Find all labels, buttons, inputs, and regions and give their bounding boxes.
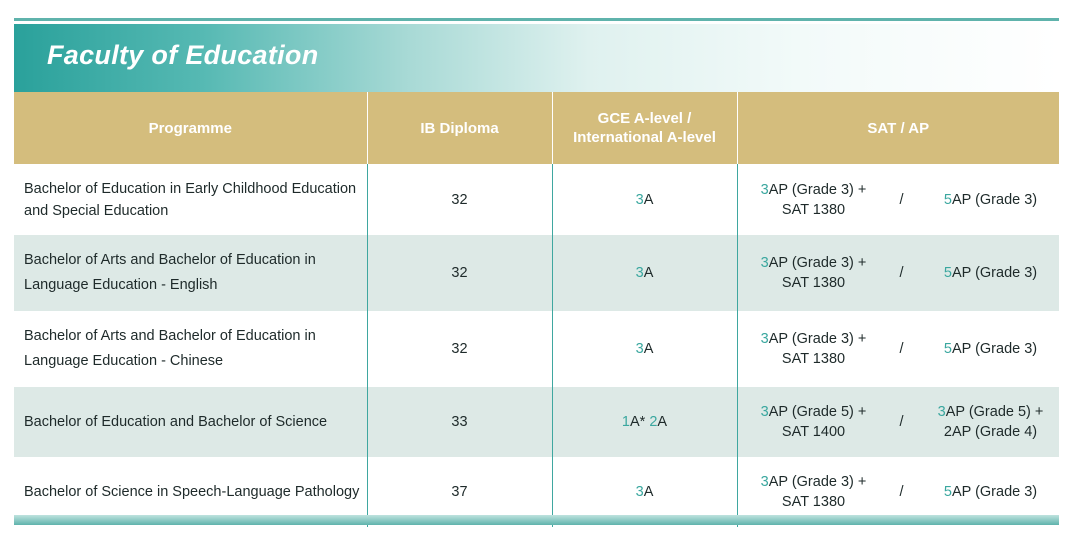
ib-score-cell: 32 — [366, 311, 552, 387]
sat-option-a: 3AP (Grade 3) + SAT 1380 — [739, 253, 889, 293]
ib-score-cell: 32 — [366, 164, 552, 235]
sat-ap-cell: 3AP (Grade 3) + SAT 1380 / 5AP (Grade 3) — [736, 164, 1059, 235]
sat-a-count: 3 — [760, 331, 769, 347]
sat-b-line1: AP (Grade 3) — [951, 265, 1038, 281]
option-separator: / — [899, 341, 904, 357]
top-rule — [14, 18, 1059, 21]
gce-grade: A — [643, 191, 654, 208]
sat-a-line1: AP (Grade 5) + — [768, 404, 867, 420]
sat-a-line2: SAT 1400 — [781, 424, 846, 440]
sat-a-line1: AP (Grade 3) + — [768, 255, 867, 271]
gce-count: 3 — [635, 341, 644, 357]
programme-name-line1: Bachelor of Science in Speech-Language P… — [24, 484, 360, 500]
header-gce-a-level: GCE A-level / International A-level — [551, 92, 737, 164]
faculty-header-band: Faculty of Education — [14, 24, 1059, 92]
sat-b-count: 5 — [943, 341, 952, 357]
gce-cell: 1A* 2A — [551, 387, 737, 457]
sat-option-a: 3AP (Grade 3) + SAT 1380 — [739, 472, 889, 512]
sat-a-count: 3 — [760, 181, 769, 198]
sat-a-line2: SAT 1380 — [781, 275, 846, 291]
sat-option-b: 3AP (Grade 5) + 2AP (Grade 4) — [927, 402, 1055, 442]
gce-grade: A — [643, 265, 654, 281]
sat-b-count: 5 — [943, 484, 952, 500]
table-row: Bachelor of Arts and Bachelor of Educati… — [14, 311, 1059, 387]
programme-name-line1: Bachelor of Arts and Bachelor of Educati… — [24, 328, 316, 344]
programme-name-line1: Bachelor of Education in Early Childhood… — [24, 180, 357, 197]
option-separator: / — [899, 484, 904, 500]
header-programme: Programme — [14, 92, 367, 164]
gce-count: 3 — [635, 265, 644, 281]
sat-option-b: 5AP (Grade 3) — [927, 482, 1055, 502]
option-separator: / — [899, 191, 904, 208]
sat-option-b: 5AP (Grade 3) — [927, 339, 1055, 359]
sat-a-line1: AP (Grade 3) + — [768, 331, 867, 347]
sat-a-count: 3 — [760, 404, 769, 420]
sat-b-count: 5 — [943, 265, 952, 281]
programme-name-line2: Language Education - Chinese — [24, 353, 224, 369]
option-separator: / — [899, 414, 904, 430]
gce-grade: A — [643, 484, 654, 500]
header-sat-ap: SAT / AP — [736, 92, 1059, 164]
programme-name-line1: Bachelor of Arts and Bachelor of Educati… — [24, 252, 316, 268]
table-row: Bachelor of Education in Early Childhood… — [14, 164, 1059, 235]
sat-a-line1: AP (Grade 3) + — [768, 474, 867, 490]
programme-cell: Bachelor of Education in Early Childhood… — [14, 164, 367, 235]
programme-name-line2: and Special Education — [24, 202, 169, 219]
gce-count-2: 2 — [649, 414, 658, 430]
sat-b-line1: AP (Grade 3) — [951, 191, 1038, 208]
table-row: Bachelor of Education and Bachelor of Sc… — [14, 387, 1059, 457]
sat-a-count: 3 — [760, 255, 769, 271]
sat-b-line1: AP (Grade 3) — [951, 341, 1038, 357]
sat-option-a: 3AP (Grade 3) + SAT 1380 — [739, 329, 889, 369]
sat-a-line2: SAT 1380 — [781, 201, 846, 218]
sat-ap-cell: 3AP (Grade 5) + SAT 1400 / 3AP (Grade 5)… — [736, 387, 1059, 457]
gce-grade: A — [643, 341, 654, 357]
gce-count: 1 — [621, 414, 630, 430]
programme-cell: Bachelor of Arts and Bachelor of Educati… — [14, 235, 367, 311]
gce-cell: 3A — [551, 311, 737, 387]
page-title: Faculty of Education — [47, 40, 319, 70]
gce-cell: 3A — [551, 164, 737, 235]
sat-ap-cell: 3AP (Grade 3) + SAT 1380 / 5AP (Grade 3) — [736, 311, 1059, 387]
header-ib-diploma: IB Diploma — [366, 92, 552, 164]
programme-name-line1: Bachelor of Education and Bachelor of Sc… — [24, 414, 328, 430]
sat-ap-cell: 3AP (Grade 3) + SAT 1380 / 5AP (Grade 3) — [736, 235, 1059, 311]
programme-cell: Bachelor of Arts and Bachelor of Educati… — [14, 311, 367, 387]
option-separator: / — [899, 265, 904, 281]
gce-grade-2: A — [657, 414, 668, 430]
programme-name-line2: Language Education - English — [24, 277, 218, 293]
header-gce-line2: International A-level — [573, 129, 716, 146]
table-row: Bachelor of Arts and Bachelor of Educati… — [14, 235, 1059, 311]
bottom-rule — [14, 515, 1059, 525]
sat-option-b: 5AP (Grade 3) — [927, 190, 1055, 210]
ib-score-cell: 32 — [366, 235, 552, 311]
ib-score-cell: 33 — [366, 387, 552, 457]
sat-a-line2: SAT 1380 — [781, 494, 846, 510]
gce-count: 3 — [635, 191, 644, 208]
sat-b-line1: AP (Grade 5) + — [945, 404, 1044, 420]
gce-grade: A* — [629, 414, 650, 430]
programme-cell: Bachelor of Education and Bachelor of Sc… — [14, 387, 367, 457]
gce-cell: 3A — [551, 235, 737, 311]
sat-b-count: 3 — [937, 404, 946, 420]
sat-a-line2: SAT 1380 — [781, 351, 846, 367]
sat-b-line1: AP (Grade 3) — [951, 484, 1038, 500]
sat-b-line2: 2AP (Grade 4) — [943, 424, 1038, 440]
sat-a-line1: AP (Grade 3) + — [768, 181, 867, 198]
sat-a-count: 3 — [760, 474, 769, 490]
header-gce-line1: GCE A-level / — [597, 110, 692, 127]
admission-requirements-table: Programme IB Diploma GCE A-level / Inter… — [14, 92, 1059, 527]
sat-option-b: 5AP (Grade 3) — [927, 263, 1055, 283]
sat-option-a: 3AP (Grade 5) + SAT 1400 — [739, 402, 889, 442]
sat-option-a: 3AP (Grade 3) + SAT 1380 — [739, 180, 889, 220]
table-header-row: Programme IB Diploma GCE A-level / Inter… — [14, 92, 1059, 164]
sat-b-count: 5 — [943, 191, 952, 208]
gce-count: 3 — [635, 484, 644, 500]
